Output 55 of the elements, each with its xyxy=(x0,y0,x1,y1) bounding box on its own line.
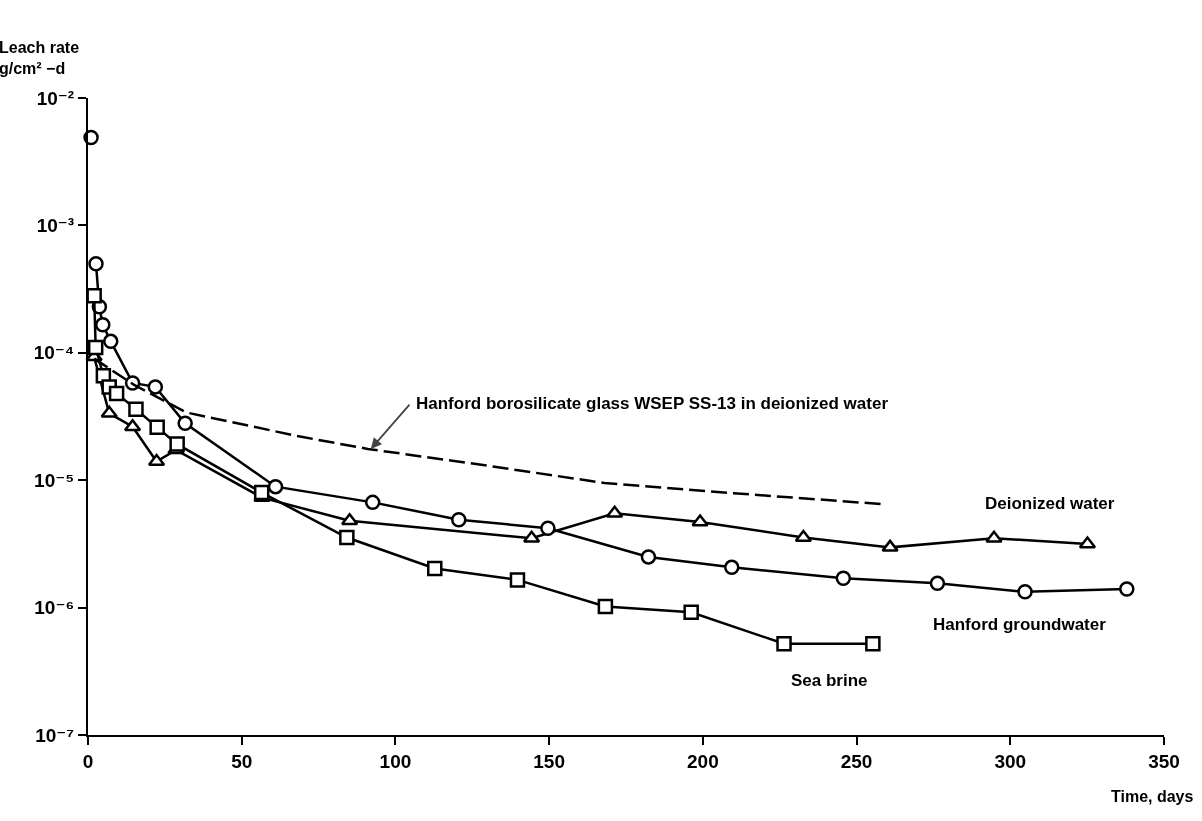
y-axis-title: Leach rate g/cm² −d xyxy=(0,39,80,77)
point xyxy=(1119,581,1135,597)
point xyxy=(540,520,556,536)
point xyxy=(451,511,467,528)
point xyxy=(103,333,119,350)
point xyxy=(267,478,284,495)
point xyxy=(100,405,118,418)
x-tick-label: 250 xyxy=(840,750,873,772)
point xyxy=(835,570,852,586)
point xyxy=(253,484,270,501)
point xyxy=(985,530,1003,543)
series-label: Deionized water xyxy=(985,494,1115,513)
point xyxy=(169,436,185,452)
point xyxy=(881,539,899,552)
x-tick-label: 200 xyxy=(687,750,719,772)
y-tick-label: 10⁻⁵ xyxy=(34,469,75,491)
y-tick-label: 10⁻⁴ xyxy=(33,342,75,364)
x-tick-label: 150 xyxy=(533,750,565,772)
x-tick-label: 100 xyxy=(379,750,412,772)
point xyxy=(88,256,104,272)
point xyxy=(1017,584,1033,600)
point xyxy=(724,559,740,576)
point xyxy=(128,401,144,418)
x-axis-title: Time, days xyxy=(1111,788,1194,805)
point xyxy=(95,317,111,333)
point xyxy=(147,379,164,395)
point xyxy=(149,419,165,436)
point xyxy=(640,549,657,565)
y-tick-label: 10⁻³ xyxy=(36,215,75,237)
point xyxy=(108,385,125,402)
point xyxy=(147,453,166,467)
point xyxy=(597,598,614,615)
point xyxy=(87,339,104,356)
point xyxy=(929,575,946,592)
point xyxy=(691,514,709,527)
point xyxy=(427,560,443,577)
y-tick-label: 10⁻⁶ xyxy=(34,597,75,619)
x-tick-label: 350 xyxy=(1148,750,1180,772)
point xyxy=(123,418,142,432)
point xyxy=(683,604,699,620)
y-tick-label: 10⁻² xyxy=(36,87,75,109)
point xyxy=(339,529,355,546)
point xyxy=(86,288,102,304)
point xyxy=(177,415,193,431)
y-tick-label: 10⁻⁷ xyxy=(35,724,75,746)
annotation: Hanford borosilicate glass WSEP SS-13 in deionized water xyxy=(416,394,889,413)
x-tick-label: 300 xyxy=(994,750,1027,772)
point xyxy=(865,636,881,652)
point xyxy=(776,636,792,652)
series-label: Hanford groundwater xyxy=(933,615,1107,634)
point xyxy=(509,572,526,588)
x-tick-label: 50 xyxy=(231,750,253,772)
series-label: Sea brine xyxy=(791,671,868,690)
point xyxy=(364,494,381,511)
x-tick-label: 0 xyxy=(82,750,94,772)
